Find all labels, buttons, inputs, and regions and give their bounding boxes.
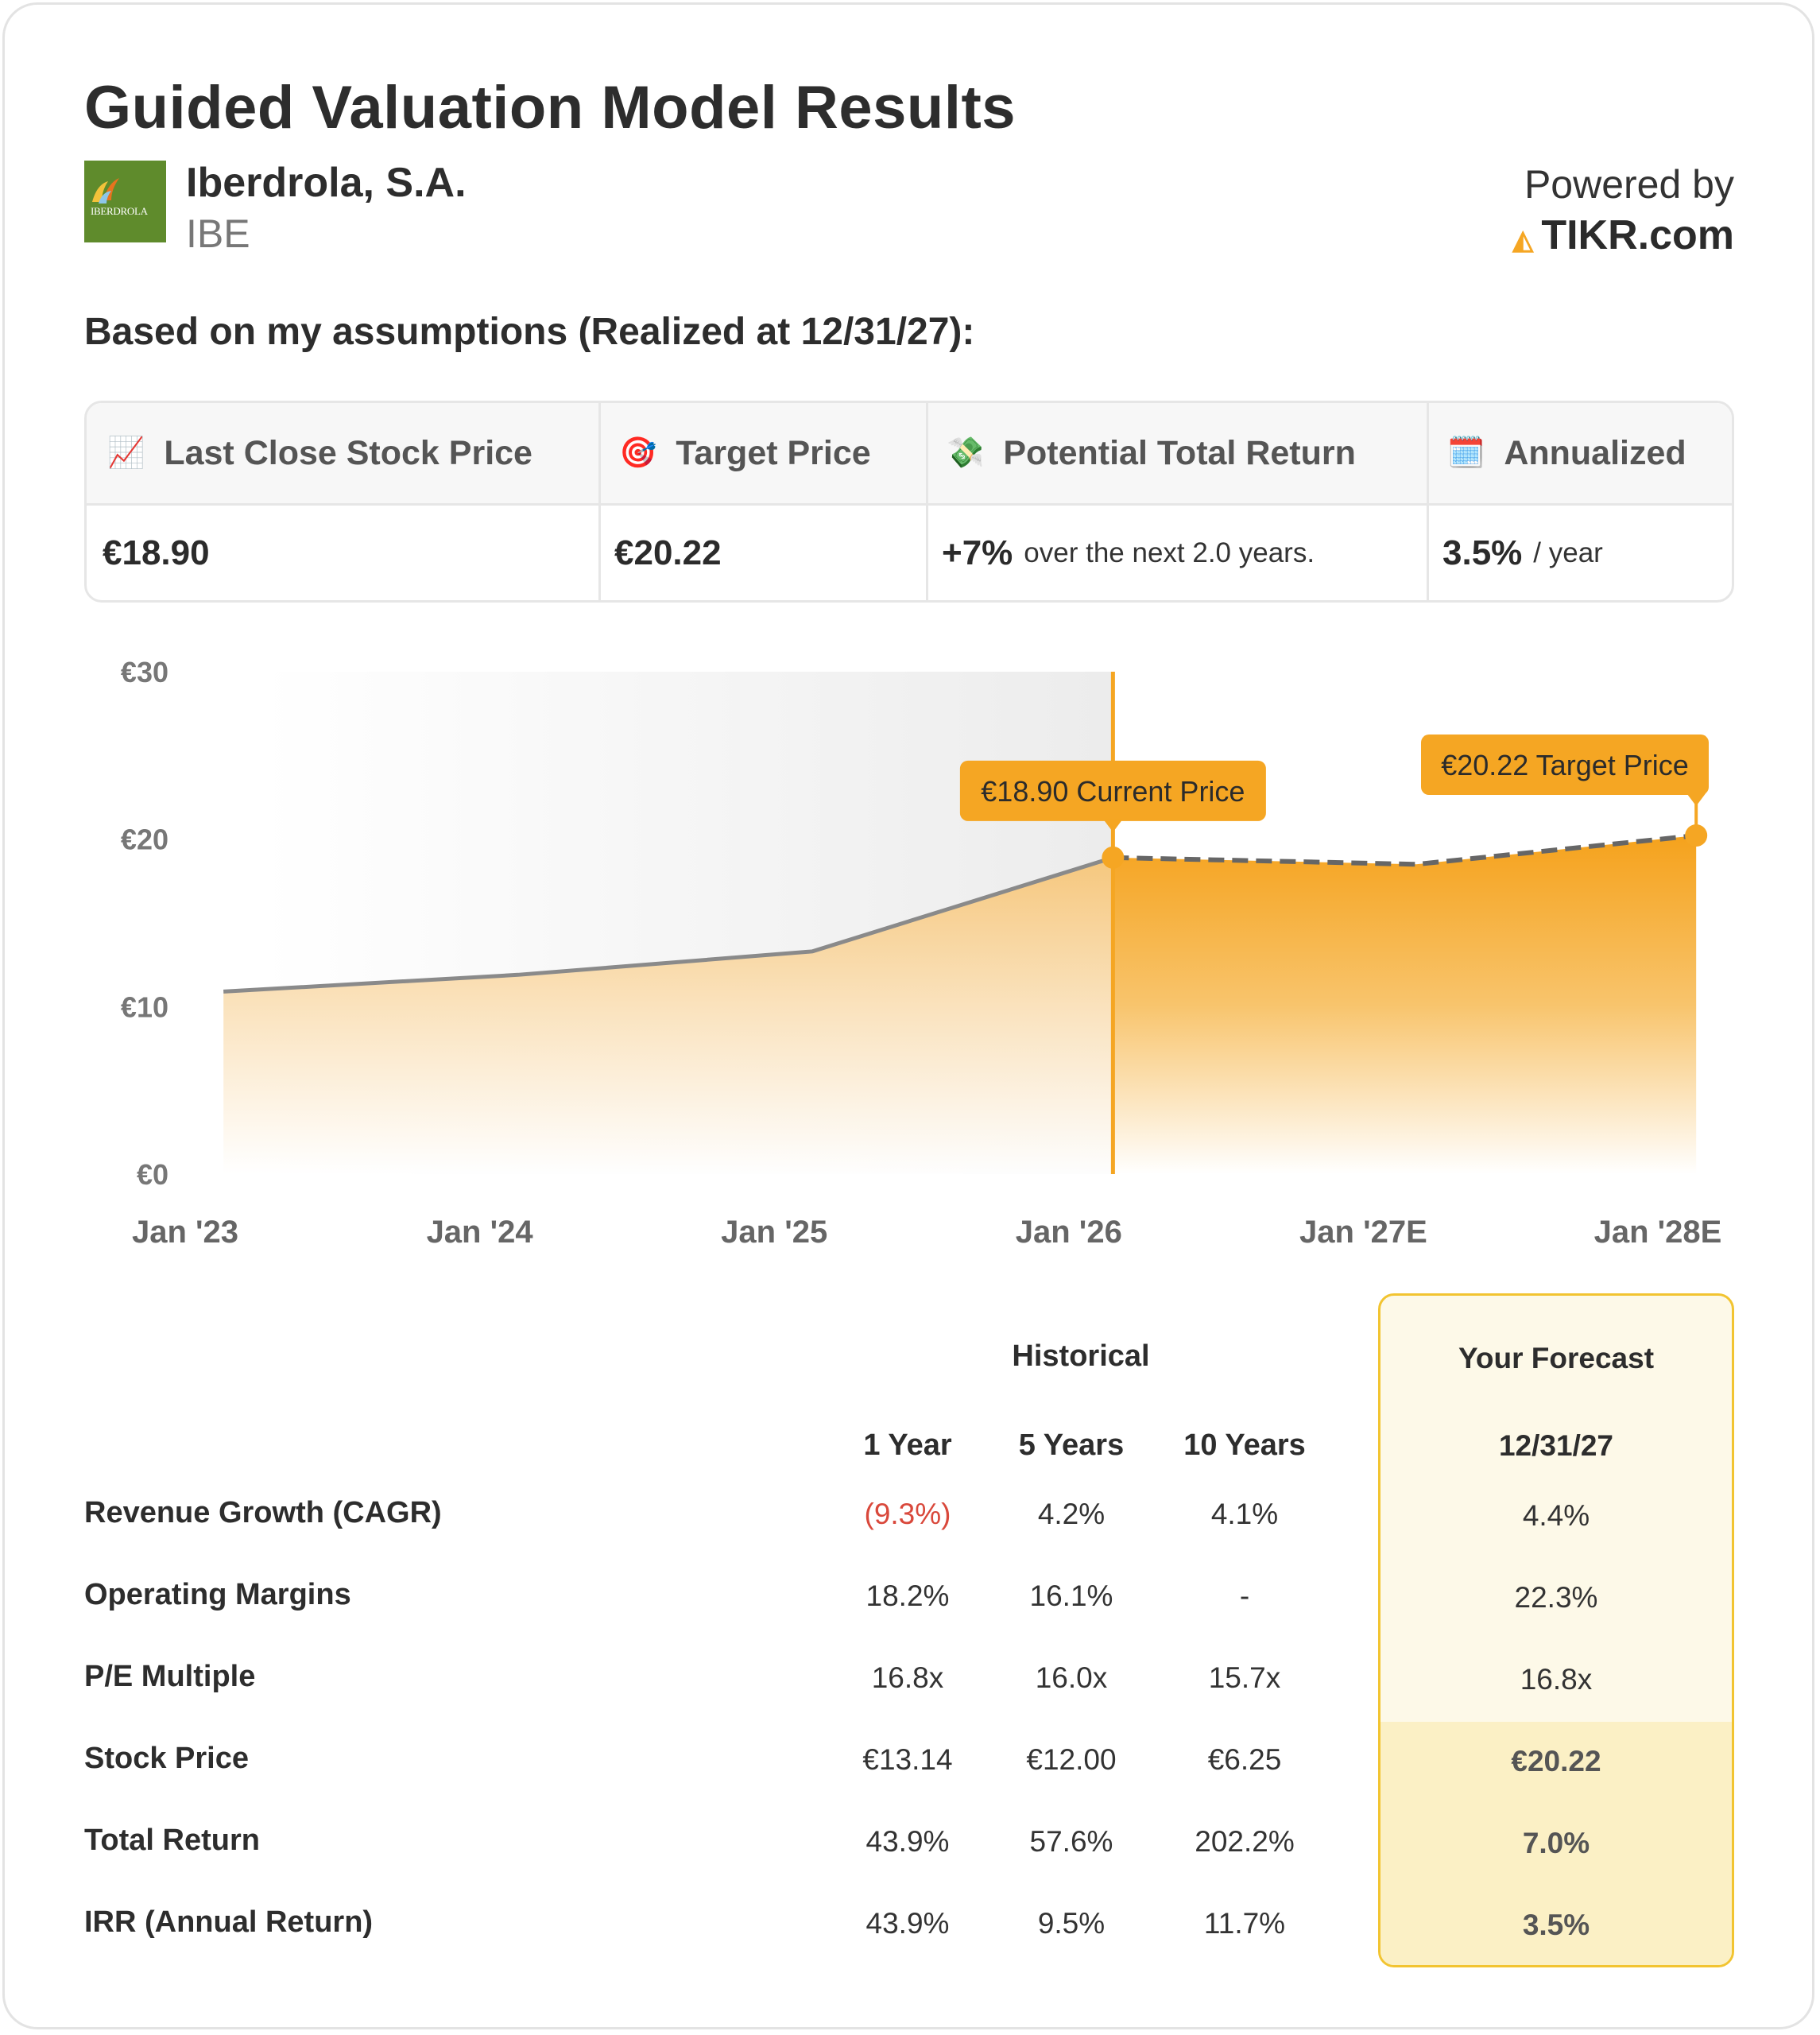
- metric-label: Annualized: [1504, 433, 1686, 472]
- row-label: Stock Price: [84, 1742, 249, 1775]
- column-header-10y: 10 Years: [1183, 1428, 1306, 1462]
- table-cell: 4.1%: [1210, 1498, 1279, 1530]
- table-cell: 202.2%: [1195, 1825, 1295, 1858]
- metric-return-header: 💸 Potential Total Return: [947, 403, 1356, 503]
- column-divider: [598, 403, 601, 600]
- column-header-5y: 5 Years: [1018, 1428, 1125, 1462]
- forecast-cell: 4.4%: [1522, 1499, 1590, 1532]
- table-cell: 16.0x: [1035, 1661, 1108, 1694]
- metric-last-close-value: €18.90: [103, 503, 210, 600]
- metric-value: 3.5%: [1442, 533, 1523, 572]
- forecast-cell: 7.0%: [1522, 1827, 1590, 1859]
- row-label: P/E Multiple: [84, 1660, 256, 1693]
- chart-increasing-icon: 📈: [107, 436, 145, 470]
- metric-label: Potential Total Return: [1003, 433, 1356, 472]
- row-label: Operating Margins: [84, 1578, 351, 1611]
- tikr-brand-text: TIKR.com: [1541, 212, 1734, 258]
- table-cell: 16.1%: [1029, 1580, 1113, 1612]
- metric-suffix: over the next 2.0 years.: [1024, 537, 1315, 568]
- powered-by-label: Powered by: [1524, 162, 1734, 207]
- table-cell: -: [1239, 1580, 1250, 1612]
- page-title: Guided Valuation Model Results: [84, 74, 1016, 141]
- calendar-icon: 🗓️: [1447, 436, 1485, 470]
- metric-label: Target Price: [676, 433, 871, 472]
- metric-value: €18.90: [103, 533, 210, 572]
- table-cell: 15.7x: [1208, 1661, 1281, 1694]
- tikr-brand-link[interactable]: ◭ TIKR.com: [1512, 211, 1734, 259]
- table-cell: 57.6%: [1029, 1825, 1113, 1858]
- table-cell: 43.9%: [865, 1825, 950, 1858]
- metric-last-close-header: 📈 Last Close Stock Price: [107, 403, 532, 503]
- table-cell: 9.5%: [1037, 1907, 1106, 1940]
- row-label: Total Return: [84, 1824, 260, 1857]
- forecast-cell: 22.3%: [1514, 1581, 1598, 1614]
- assumptions-heading: Based on my assumptions (Realized at 12/…: [84, 311, 975, 353]
- metrics-header-row: [87, 403, 1732, 506]
- metric-value: €20.22: [614, 533, 722, 572]
- column-divider: [1427, 403, 1429, 600]
- row-label: Revenue Growth (CAGR): [84, 1496, 442, 1529]
- row-label: IRR (Annual Return): [84, 1905, 374, 1939]
- target-icon: 🎯: [619, 436, 657, 470]
- column-header-forecast: 12/31/27: [1498, 1429, 1614, 1462]
- table-cell: 11.7%: [1203, 1907, 1286, 1940]
- logo-text: IBERDROLA: [91, 205, 148, 217]
- table-cell: €6.25: [1207, 1743, 1282, 1776]
- table-cell: 4.2%: [1037, 1498, 1106, 1530]
- table-cell: 43.9%: [865, 1907, 950, 1940]
- metric-suffix: / year: [1533, 537, 1603, 568]
- ticker-symbol: IBE: [186, 211, 250, 256]
- historical-label: Historical: [1012, 1339, 1150, 1373]
- metric-annualized-value: 3.5% / year: [1442, 503, 1603, 600]
- metric-value: +7%: [942, 533, 1013, 572]
- metric-target-value: €20.22: [614, 503, 722, 600]
- tikr-logo-icon: ◭: [1512, 225, 1534, 255]
- company-logo: IBERDROLA: [84, 161, 166, 242]
- table-cell: €12.00: [1026, 1743, 1117, 1776]
- table-cell: (9.3%): [864, 1498, 951, 1530]
- table-cell: 18.2%: [865, 1580, 950, 1612]
- forecast-cell: 16.8x: [1520, 1663, 1593, 1696]
- column-header-1y: 1 Year: [863, 1428, 952, 1462]
- forecast-cell: €20.22: [1511, 1745, 1601, 1777]
- metrics-summary: 📈 Last Close Stock Price 🎯 Target Price 💸 P…: [84, 401, 1734, 603]
- forecast-label: Your Forecast: [1458, 1342, 1655, 1374]
- table-cell: €13.14: [862, 1743, 953, 1776]
- column-divider: [926, 403, 928, 600]
- metric-target-header: 🎯 Target Price: [619, 403, 871, 503]
- metric-return-value: +7% over the next 2.0 years.: [942, 503, 1315, 600]
- forecast-column-panel: [1378, 1293, 1734, 1967]
- table-cell: 16.8x: [871, 1661, 944, 1694]
- metric-label: Last Close Stock Price: [164, 433, 532, 472]
- leaf-icon: [92, 178, 119, 204]
- forecast-highlight: [1380, 1722, 1732, 1965]
- company-name: Iberdrola, S.A.: [186, 160, 467, 206]
- forecast-cell: 3.5%: [1522, 1909, 1590, 1941]
- money-wings-icon: 💸: [947, 436, 985, 470]
- metric-annualized-header: 🗓️ Annualized: [1447, 403, 1686, 503]
